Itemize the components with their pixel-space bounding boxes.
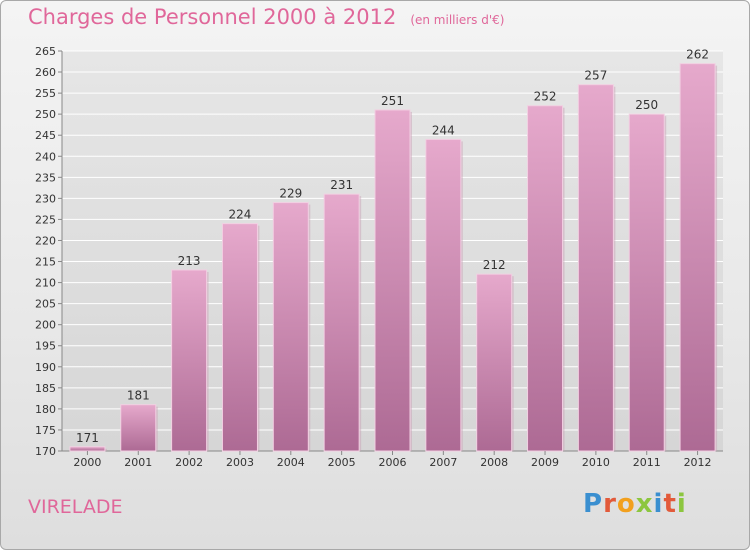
bar [476,273,513,452]
logo-letter: P [583,489,604,519]
x-tick-label: 2000 [73,456,101,469]
bar [679,63,716,452]
bar [374,109,411,452]
chart-title: Charges de Personnel 2000 à 2012 (en mill… [28,5,504,29]
bar [323,193,360,452]
x-tick-label: 2004 [277,456,305,469]
bar [577,84,614,452]
bar [425,138,462,452]
commune-name: VIRELADE [28,496,123,518]
logo-letter: i [676,489,687,519]
y-tick-label: 190 [35,361,56,374]
bar-value-label: 213 [178,254,201,268]
bar-value-label: 262 [686,48,709,62]
logo-letter: t [663,489,677,519]
bar-value-label: 252 [534,90,557,104]
x-tick-label: 2011 [633,456,661,469]
y-tick-label: 240 [35,150,56,163]
y-tick-label: 205 [35,298,56,311]
x-tick-label: 2012 [684,456,712,469]
x-tick-label: 2010 [582,456,610,469]
x-tick-label: 2006 [379,456,407,469]
bar [272,202,309,452]
logo-letter: x [635,489,654,519]
bar-value-label: 257 [584,69,607,83]
bar-value-label: 212 [483,258,506,272]
y-tick-label: 245 [35,129,56,142]
y-tick-label: 200 [35,319,56,332]
bar [527,105,564,452]
logo-letter: r [603,489,617,519]
bar [221,223,258,452]
x-tick-label: 2003 [226,456,254,469]
y-tick-label: 215 [35,256,56,269]
chart-unit: (en milliers d'€) [410,13,505,27]
logo-letter: i [653,489,664,519]
y-tick-label: 260 [35,66,56,79]
bar-value-label: 250 [635,98,658,112]
x-tick-label: 2008 [480,456,508,469]
bar [69,446,106,452]
bar [120,404,157,452]
y-tick-label: 225 [35,213,56,226]
y-tick-label: 265 [35,45,56,58]
bar [628,113,665,452]
logo-letter: o [616,489,636,519]
bar-value-label: 224 [229,208,252,222]
x-tick-label: 2009 [531,456,559,469]
x-tick-label: 2005 [328,456,356,469]
x-tick-label: 2007 [429,456,457,469]
y-tick-label: 175 [35,424,56,437]
bar-value-label: 231 [330,178,353,192]
y-tick-label: 185 [35,382,56,395]
bar-value-label: 244 [432,123,455,137]
x-tick-label: 2001 [124,456,152,469]
y-tick-label: 230 [35,192,56,205]
bar-value-label: 181 [127,389,150,403]
bar-value-label: 251 [381,94,404,108]
bar-value-label: 171 [76,431,99,445]
y-tick-label: 180 [35,403,56,416]
y-tick-label: 170 [35,445,56,458]
y-tick-label: 220 [35,234,56,247]
y-tick-label: 195 [35,340,56,353]
y-tick-label: 255 [35,87,56,100]
bar [171,269,208,452]
bar-value-label: 229 [279,187,302,201]
y-tick-label: 210 [35,277,56,290]
chart-title-text: Charges de Personnel 2000 à 2012 [28,5,397,29]
x-tick-label: 2002 [175,456,203,469]
y-tick-label: 250 [35,108,56,121]
y-tick-label: 235 [35,171,56,184]
proxiti-logo[interactable]: Proxiti [583,489,687,519]
